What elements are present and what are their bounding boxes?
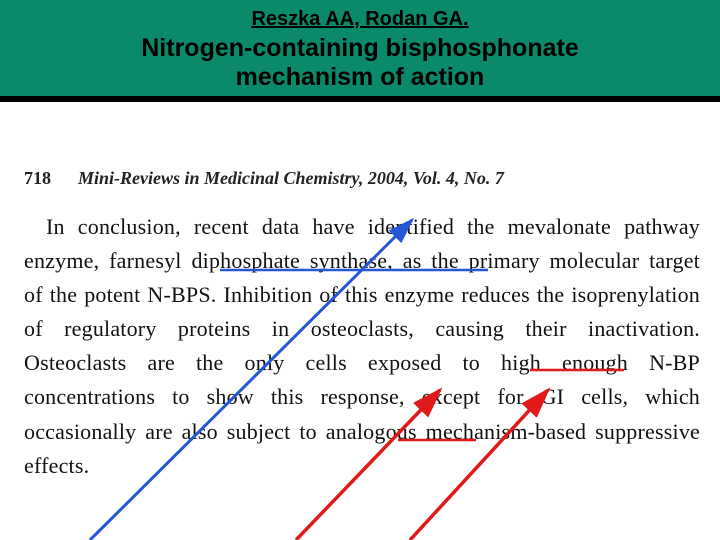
title-line-2: mechanism of action <box>236 63 485 91</box>
conclusion-paragraph: In conclusion, recent data have identifi… <box>24 210 700 483</box>
slide-header: Reszka AA, Rodan GA. Nitrogen-containing… <box>0 0 720 102</box>
slide-title: Nitrogen-containing bisphosphonate mecha… <box>0 34 720 92</box>
title-line-1: Nitrogen-containing bisphosphonate <box>141 34 578 62</box>
header-bg-black <box>0 96 720 102</box>
page-number: 718 <box>24 168 51 189</box>
journal-reference: Mini-Reviews in Medicinal Chemistry, 200… <box>78 168 504 189</box>
authors-text: Reszka AA, Rodan GA. <box>0 8 720 31</box>
